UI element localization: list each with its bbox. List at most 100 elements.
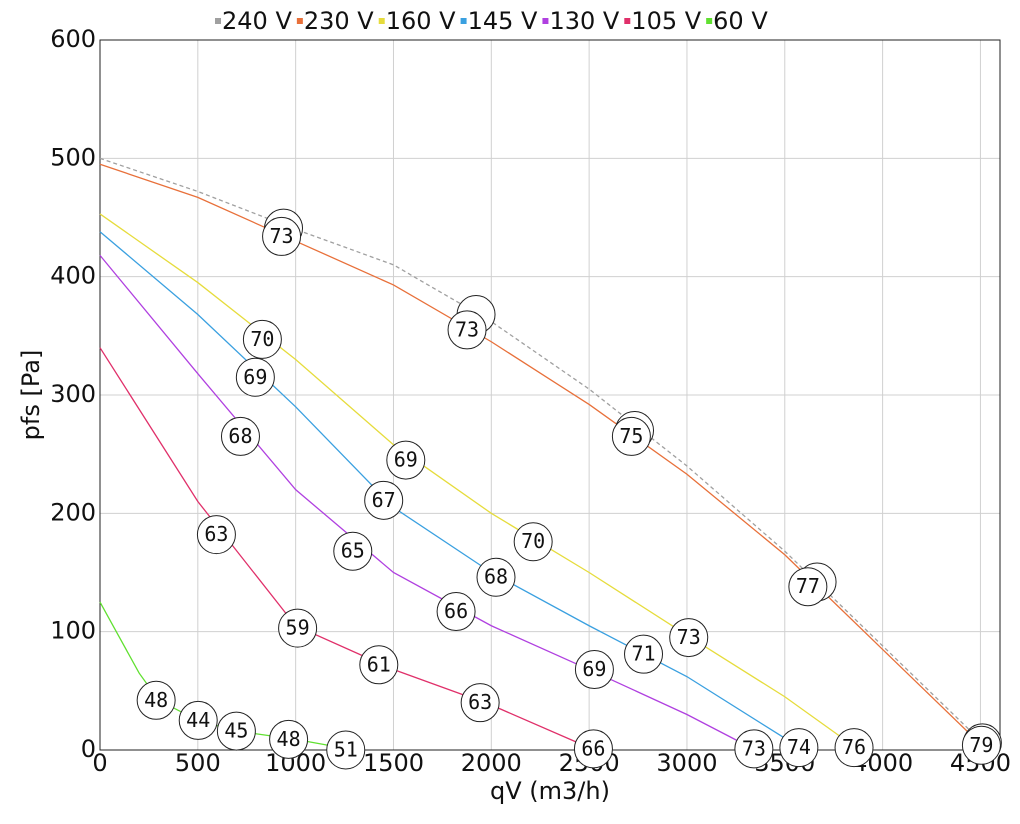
legend-swatch (378, 18, 385, 24)
marker-circle (136, 680, 176, 720)
marker-label: 66 (581, 736, 605, 760)
marker-label: 67 (372, 488, 396, 512)
legend-label: 240 V (222, 7, 292, 35)
y-tick-label: 300 (50, 380, 96, 408)
point-marker: 73 (262, 216, 302, 256)
marker-label: 61 (367, 652, 391, 676)
plot-frame (99, 39, 1001, 751)
marker-circle (788, 567, 828, 607)
point-marker: 79 (961, 725, 1001, 765)
legend-label: 230 V (304, 7, 374, 35)
marker-circle (476, 557, 516, 597)
point-marker: 69 (386, 440, 426, 480)
marker-label: 75 (619, 424, 643, 448)
y-tick-label: 500 (50, 143, 96, 171)
legend-label: 145 V (468, 7, 538, 35)
marker-circle (196, 515, 236, 555)
marker-label: 59 (286, 616, 310, 640)
marker-label: 69 (243, 365, 267, 389)
marker-label: 48 (144, 688, 168, 712)
y-tick-label: 100 (50, 617, 96, 645)
legend-label: 160 V (386, 7, 456, 35)
marker-circle (734, 729, 774, 769)
marker-label: 48 (277, 727, 301, 751)
point-marker: 61 (359, 645, 399, 685)
point-marker: 65 (333, 531, 373, 571)
marker-circle (220, 416, 260, 456)
marker-label: 79 (969, 733, 993, 757)
marker-label: 73 (270, 224, 294, 248)
legend-swatch (296, 18, 303, 24)
marker-circle (216, 711, 256, 751)
marker-label: 44 (186, 708, 210, 732)
y-tick-label: 200 (50, 498, 96, 526)
marker-circle (436, 592, 476, 632)
marker-label: 76 (842, 735, 866, 759)
legend-label: 130 V (549, 7, 619, 35)
marker-label: 73 (742, 736, 766, 760)
series-line (99, 231, 797, 751)
marker-circle (359, 645, 399, 685)
legend-label: 60 V (713, 7, 768, 35)
point-marker: 51 (326, 730, 366, 770)
point-marker: 59 (278, 608, 318, 648)
marker-label: 68 (228, 424, 252, 448)
legend-swatch (542, 18, 549, 24)
marker-circle (669, 618, 709, 658)
point-marker: 73 (734, 729, 774, 769)
grid (99, 39, 1000, 751)
marker-circle (779, 728, 819, 768)
marker-label: 70 (250, 327, 274, 351)
marker-label: 71 (631, 642, 655, 666)
point-marker: 68 (476, 557, 516, 597)
point-marker: 66 (573, 729, 613, 769)
point-marker: 76 (834, 728, 874, 768)
x-tick-label: 3000 (656, 749, 717, 777)
y-tick-label: 400 (50, 262, 96, 290)
marker-circle (242, 319, 282, 359)
marker-circle (961, 725, 1001, 765)
x-tick-label: 0 (92, 749, 107, 777)
point-marker: 73 (669, 618, 709, 658)
marker-circle (364, 480, 404, 520)
point-marker: 70 (242, 319, 282, 359)
marker-circle (460, 683, 500, 723)
marker-label: 51 (334, 738, 358, 762)
y-tick-label: 600 (50, 25, 96, 53)
series-line (99, 163, 993, 751)
point-marker: 74 (779, 728, 819, 768)
x-axis-title: qV (m3/h) (490, 777, 610, 805)
y-tick-label: 0 (81, 735, 96, 763)
point-marker: 69 (574, 650, 614, 690)
marker-circle (573, 729, 613, 769)
point-marker: 44 (178, 700, 218, 740)
marker-label: 66 (444, 599, 468, 623)
marker-label: 70 (521, 529, 545, 553)
point-marker: 67 (364, 480, 404, 520)
marker-circle (278, 608, 318, 648)
marker-label: 74 (787, 735, 811, 759)
marker-circle (574, 650, 614, 690)
marker-label: 73 (677, 625, 701, 649)
marker-circle (269, 719, 309, 759)
legend-swatch (460, 18, 467, 24)
point-marker: 48 (269, 719, 309, 759)
legend-swatch (624, 18, 631, 24)
marker-label: 65 (341, 539, 365, 563)
point-marker: 68 (220, 416, 260, 456)
marker-label: 63 (204, 522, 228, 546)
marker-label: 63 (468, 690, 492, 714)
legend: 240 V 230 V 160 V 145 V 130 V 105 V 60 V (215, 7, 768, 35)
legend-label: 105 V (631, 7, 701, 35)
marker-circle (333, 531, 373, 571)
marker-label: 45 (224, 719, 248, 743)
marker-label: 68 (484, 565, 508, 589)
marker-circle (235, 357, 275, 397)
legend-swatch (706, 18, 713, 24)
marker-circle (326, 730, 366, 770)
marker-circle (611, 416, 651, 456)
marker-label: 69 (394, 448, 418, 472)
point-marker: 73 (447, 310, 487, 350)
marker-circle (178, 700, 218, 740)
marker-circle (447, 310, 487, 350)
